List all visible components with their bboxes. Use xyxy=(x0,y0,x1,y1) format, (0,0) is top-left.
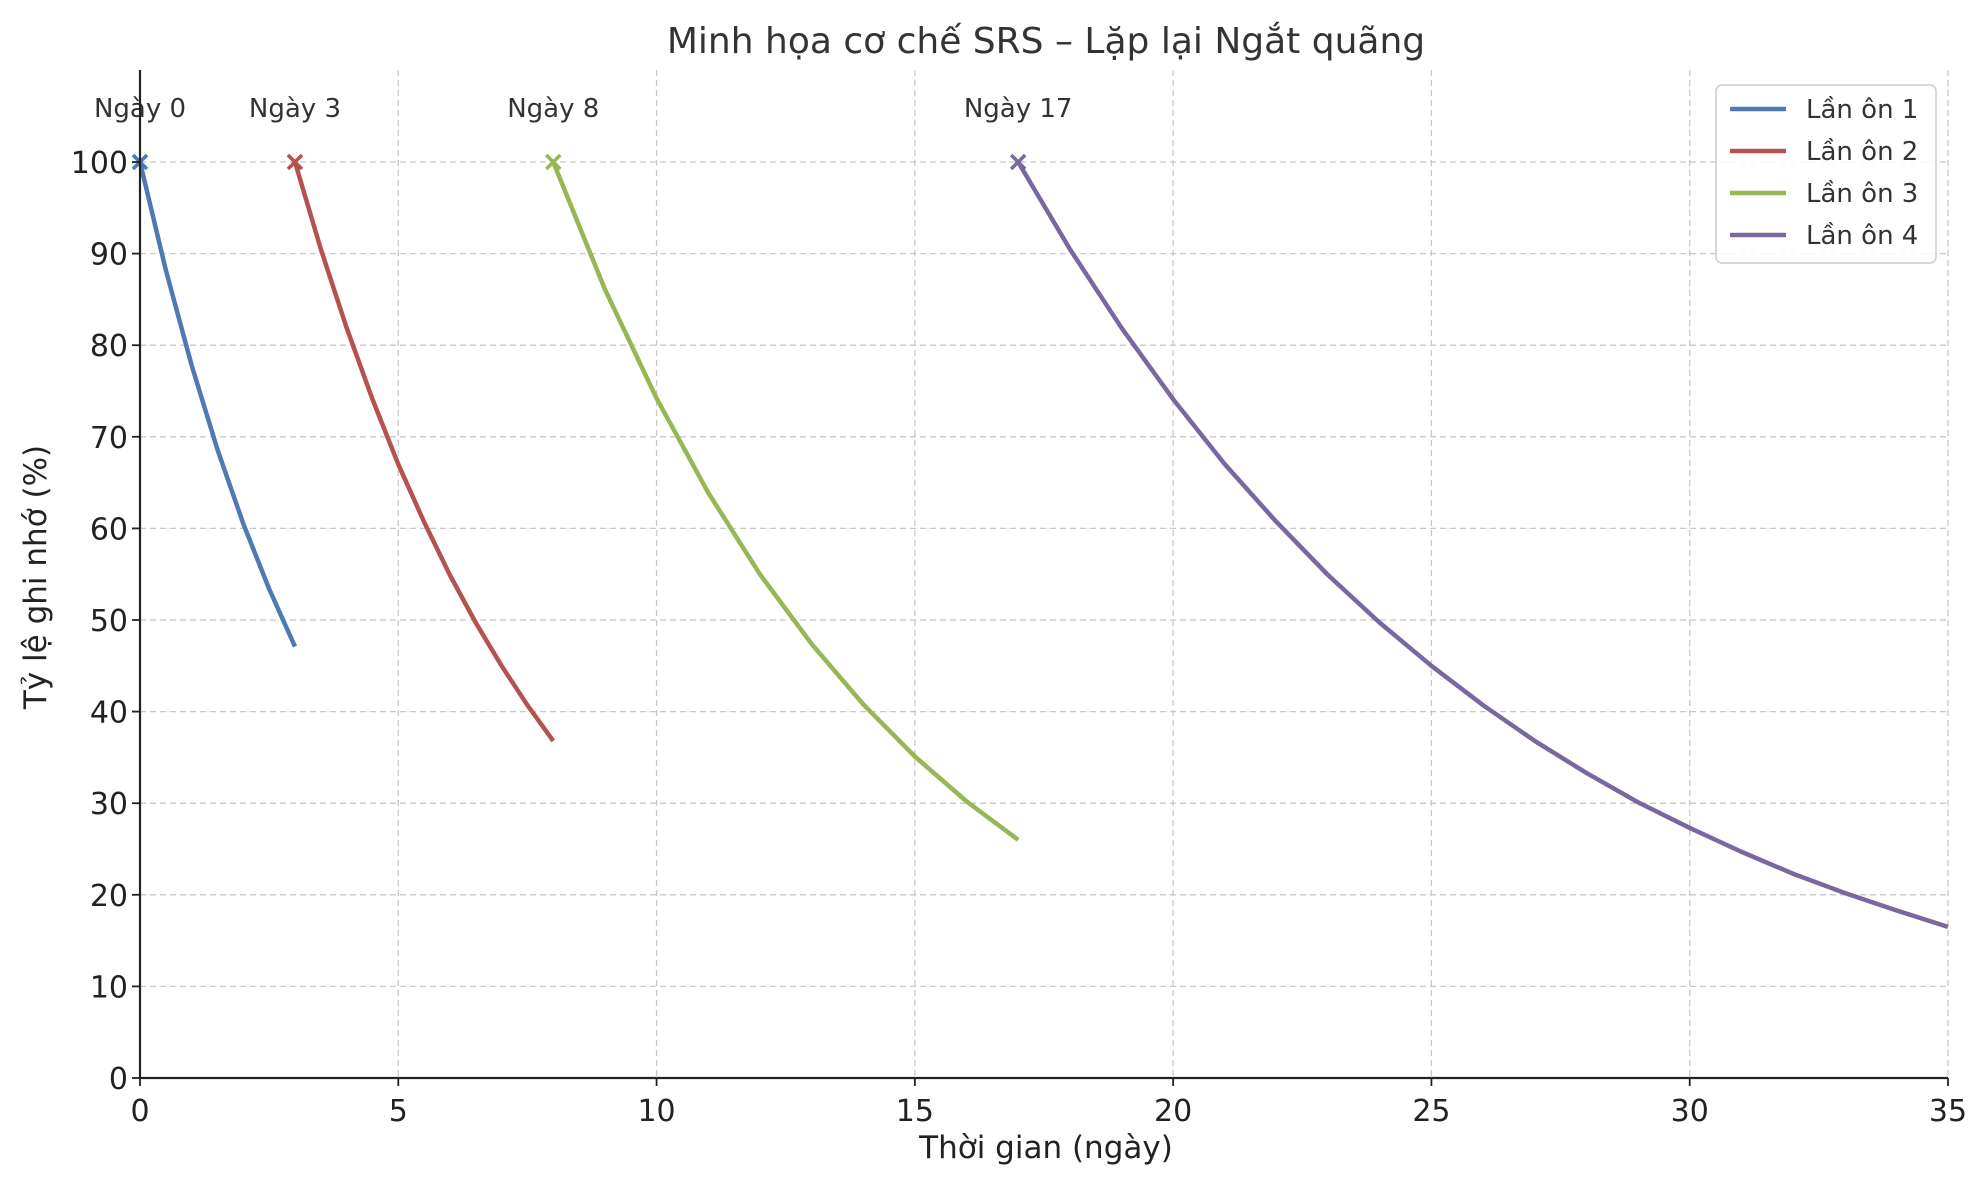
y-tick-label: 60 xyxy=(90,512,128,547)
x-tick-label: 5 xyxy=(389,1094,408,1129)
series-line-1 xyxy=(137,161,298,648)
review-day-label: Ngày 3 xyxy=(249,94,341,124)
y-tick-label: 0 xyxy=(109,1062,128,1097)
review-day-label: Ngày 8 xyxy=(507,94,599,124)
x-tick-label: 0 xyxy=(130,1094,149,1129)
y-tick-label: 90 xyxy=(90,238,128,273)
y-tick-label: 50 xyxy=(90,604,128,639)
grid-layer xyxy=(140,70,1949,1078)
x-axis-label: Thời gian (ngày) xyxy=(918,1130,1173,1166)
x-tick-label: 15 xyxy=(896,1094,934,1129)
series-line-4 xyxy=(1016,160,1949,930)
legend-label: Lần ôn 2 xyxy=(1806,137,1918,167)
x-tick-label: 25 xyxy=(1412,1094,1450,1129)
y-tick-label: 30 xyxy=(90,787,128,822)
axis-layer: 0 5 10 15 20 25 30 35 0 10 20 30 40 50 60 70 80 90 100 xyxy=(71,70,1967,1129)
legend-item-3: Lần ôn 3 xyxy=(1730,179,1918,209)
x-tick-label: 20 xyxy=(1154,1094,1192,1129)
review-day-label: Ngày 17 xyxy=(964,94,1073,124)
y-tick-label: 40 xyxy=(90,696,128,731)
legend: Lần ôn 1 Lần ôn 2 Lần ôn 3 Lần ôn 4 xyxy=(1715,84,1937,264)
legend-label: Lần ôn 1 xyxy=(1806,95,1918,125)
x-tick-label: 10 xyxy=(637,1094,675,1129)
legend-item-2: Lần ôn 2 xyxy=(1730,137,1918,167)
y-tick-label: 80 xyxy=(90,329,128,364)
review-marker-4 xyxy=(1009,153,1027,171)
series-layer xyxy=(137,160,1949,930)
legend-label: Lần ôn 4 xyxy=(1806,221,1918,251)
series-line-3 xyxy=(551,161,1020,842)
legend-label: Lần ôn 3 xyxy=(1806,179,1918,209)
marker-layer: Ngày 0 Ngày 3 Ngày 8 Ngày 17 xyxy=(94,94,1073,171)
chart-title: Minh họa cơ chế SRS – Lặp lại Ngắt quãng xyxy=(667,21,1425,62)
x-tick-label: 30 xyxy=(1671,1094,1709,1129)
review-marker-3 xyxy=(545,153,562,171)
y-tick-label: 10 xyxy=(90,970,128,1005)
series-line-2 xyxy=(292,161,556,743)
legend-box xyxy=(1715,84,1937,264)
y-tick-label: 70 xyxy=(90,421,128,456)
review-marker-2 xyxy=(286,153,304,171)
y-tick-label: 100 xyxy=(71,146,128,181)
legend-item-1: Lần ôn 1 xyxy=(1730,95,1918,125)
x-tick-label: 35 xyxy=(1929,1094,1967,1129)
y-axis-label: Tỷ lệ ghi nhớ (%) xyxy=(18,445,54,710)
y-tick-label: 20 xyxy=(90,879,128,914)
legend-item-4: Lần ôn 4 xyxy=(1730,221,1918,251)
